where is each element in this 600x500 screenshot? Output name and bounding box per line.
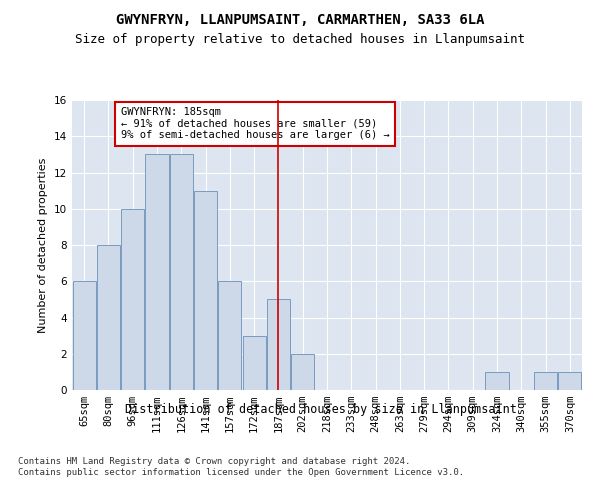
Bar [534, 372, 557, 390]
Text: GWYNFRYN, LLANPUMSAINT, CARMARTHEN, SA33 6LA: GWYNFRYN, LLANPUMSAINT, CARMARTHEN, SA33… [116, 12, 484, 26]
Text: Size of property relative to detached houses in Llanpumsaint: Size of property relative to detached ho… [75, 32, 525, 46]
Bar [485, 372, 509, 390]
Text: Contains HM Land Registry data © Crown copyright and database right 2024.
Contai: Contains HM Land Registry data © Crown c… [18, 458, 464, 477]
Bar [170, 154, 193, 390]
Bar [559, 372, 581, 390]
Bar [218, 281, 241, 390]
Bar [73, 281, 95, 390]
Y-axis label: Number of detached properties: Number of detached properties [38, 158, 49, 332]
Bar [145, 154, 169, 390]
Bar [121, 209, 144, 390]
Bar [194, 190, 217, 390]
Bar [242, 336, 266, 390]
Text: Distribution of detached houses by size in Llanpumsaint: Distribution of detached houses by size … [125, 402, 517, 415]
Bar [267, 300, 290, 390]
Bar [291, 354, 314, 390]
Text: GWYNFRYN: 185sqm
← 91% of detached houses are smaller (59)
9% of semi-detached h: GWYNFRYN: 185sqm ← 91% of detached house… [121, 108, 389, 140]
Bar [97, 245, 120, 390]
